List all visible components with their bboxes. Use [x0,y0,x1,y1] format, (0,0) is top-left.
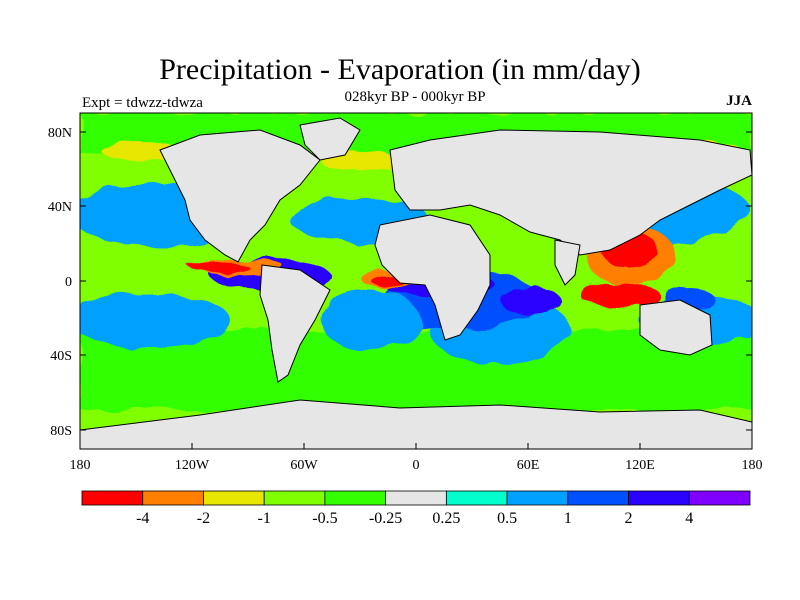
colorbar-label: 1 [564,510,572,527]
colorbar-label: -4 [136,510,149,527]
colorbar-swatch [263,490,326,506]
lon-axis: 180 120W 60W 0 60E 120E 180 [70,443,763,473]
lat-tick-label: 0 [65,275,72,290]
colorbar-swatch [324,490,387,506]
lon-tick-label: 60W [290,458,318,473]
lat-tick-label: 80S [50,424,72,439]
experiment-label: Expt = tdwzz-tdwza [82,95,203,111]
colorbar-swatch [567,490,629,506]
lat-tick-label: 40S [50,349,72,364]
lon-tick-label: 180 [742,458,763,473]
colorbar-label: -0.5 [312,510,337,527]
colorbar-label: -2 [197,510,210,527]
continents [80,117,752,449]
lon-tick-label: 0 [413,458,420,473]
colorbar: -4 -2 -1 -0.5 -0.25 0.25 0.5 1 2 4 [81,490,751,527]
colorbar-label: 2 [625,510,633,527]
lat-axis: 80N 40N 0 40S 80S [48,126,752,439]
lon-tick-label: 180 [70,458,91,473]
colorbar-swatch [628,490,690,506]
colorbar-swatch [142,490,204,506]
colorbar-swatch [385,490,447,506]
colorbar-label: -1 [258,510,271,527]
lat-tick-label: 40N [48,200,72,215]
colorbar-label: 0.25 [432,510,460,527]
colorbar-swatch [81,490,144,506]
colorbar-swatch [688,490,751,506]
lat-tick-label: 80N [48,126,72,141]
map-subtitle: 028kyr BP - 000kyr BP [344,89,486,105]
colorbar-label: 0.5 [497,510,517,527]
map-title: Precipitation - Evaporation (in mm/day) [159,53,641,86]
lon-tick-label: 60E [517,458,540,473]
season-label: JJA [726,93,752,109]
colorbar-label: -0.25 [369,510,402,527]
precip-minus-evap-field [80,113,752,449]
lon-tick-label: 120W [175,458,210,473]
colorbar-swatch [445,490,508,506]
colorbar-swatch [506,490,569,506]
colorbar-label: 4 [685,510,693,527]
lon-tick-label: 120E [625,458,655,473]
colorbar-swatch [203,490,265,506]
